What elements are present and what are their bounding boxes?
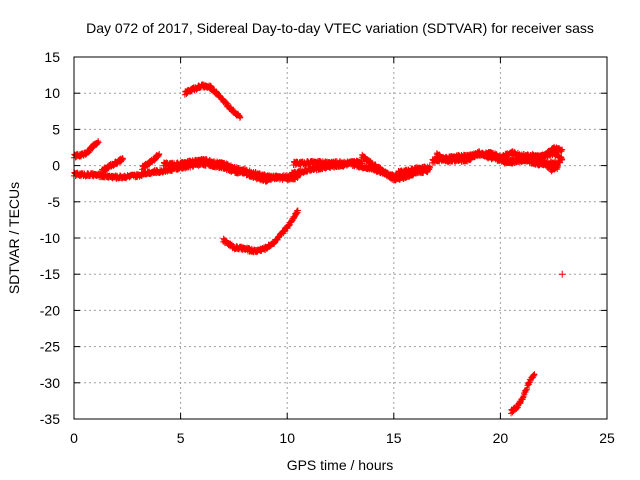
- y-tick-label: 5: [52, 121, 60, 137]
- data-point-arc-p: [531, 371, 538, 378]
- x-tick-label: 20: [493, 430, 509, 446]
- x-tick-label: 10: [279, 430, 295, 446]
- data-point-arc-c: [120, 156, 127, 163]
- data-point-arc-m: [559, 156, 566, 163]
- y-tick-label: 10: [44, 85, 60, 101]
- y-tick-label: -35: [40, 411, 60, 427]
- data-point-arc-o: [554, 164, 561, 171]
- y-axis-label: SDTVAR / TECUs: [6, 182, 22, 294]
- x-tick-label: 15: [386, 430, 402, 446]
- y-tick-label: -25: [40, 339, 60, 355]
- x-tick-label: 0: [70, 430, 78, 446]
- y-tick-label: -20: [40, 302, 60, 318]
- y-tick-label: -5: [48, 194, 61, 210]
- y-tick-label: 0: [52, 158, 60, 174]
- data-point-arc-a: [95, 139, 102, 146]
- x-tick-label: 25: [599, 430, 615, 446]
- data-point-arc-l: [559, 146, 566, 153]
- data-point-arc-g: [294, 207, 301, 214]
- y-tick-label: -15: [40, 266, 60, 282]
- tick-labels: 0 5 10 15 20 25 -35 -30 -25 -20 -15 -10 -5 0 5 10 15: [40, 49, 615, 446]
- data-point-arc-k: [427, 164, 434, 171]
- data-point-arc-n: [557, 159, 564, 166]
- chart-title: Day 072 of 2017, Sidereal Day-to-day VTE…: [86, 20, 594, 36]
- y-tick-label: 15: [44, 49, 60, 65]
- data-points: [71, 81, 566, 417]
- y-tick-label: -30: [40, 375, 60, 391]
- axis-ticks: [73, 56, 608, 420]
- x-tick-label: 5: [177, 430, 185, 446]
- data-point-arc-d: [156, 151, 163, 158]
- y-tick-label: -10: [40, 230, 60, 246]
- data-point-outlier: [558, 270, 566, 278]
- data-point-arc-f: [237, 114, 244, 121]
- x-axis-label: GPS time / hours: [287, 457, 394, 473]
